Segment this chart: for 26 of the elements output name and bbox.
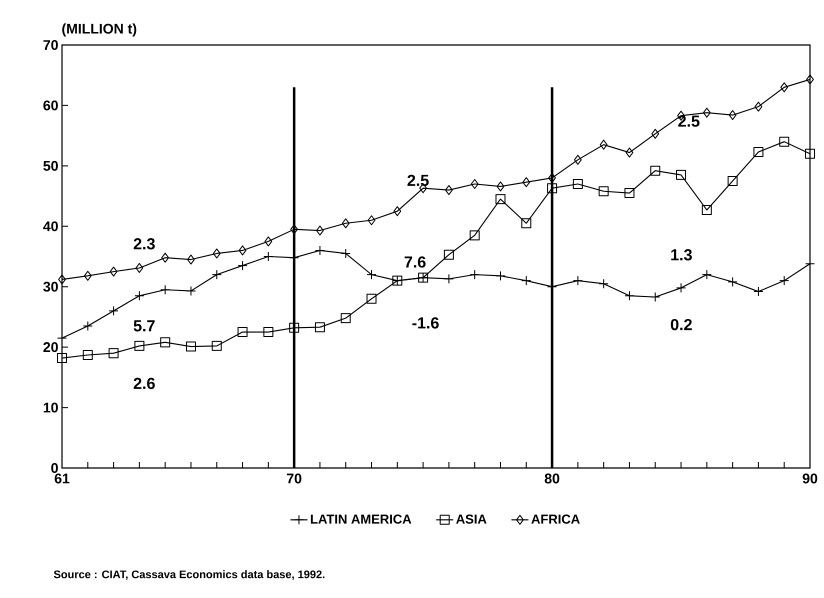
x-tick-label: 70 [286,474,302,484]
y-tick-label: 50 [43,160,58,171]
x-tick-label: 80 [544,474,560,484]
y-tick-label: 10 [44,402,58,413]
y-tick-label: 60 [43,100,58,110]
annotation: 0.2 [670,318,692,330]
annotation: 5.7 [134,320,155,332]
y-tick-label: 20 [43,342,58,352]
legend-label: ASIA [456,514,487,524]
annotation: 1.3 [671,249,692,260]
legend-label: AFRICA [531,514,580,524]
y-tick-label: 0 [51,463,58,473]
annotation: 2.3 [134,238,155,250]
legend-label: LATIN AMERICA [310,514,412,524]
annotation: 2.5 [678,115,700,127]
y-tick-label: 40 [43,221,58,232]
source-note: Source : CIAT, Cassava Economics data base, 1992. [54,570,324,580]
annotation: 7.6 [404,256,426,268]
x-tick-label: 61 [54,474,70,484]
annotation: 2.5 [407,174,429,186]
annotation: -1.6 [412,317,439,329]
y-tick-label: 70 [43,40,58,50]
x-tick-label: 90 [802,474,818,484]
annotation: 2.6 [134,378,155,390]
y-tick-label: 30 [43,282,58,292]
y-axis-title: (MILLION t) [62,23,136,36]
